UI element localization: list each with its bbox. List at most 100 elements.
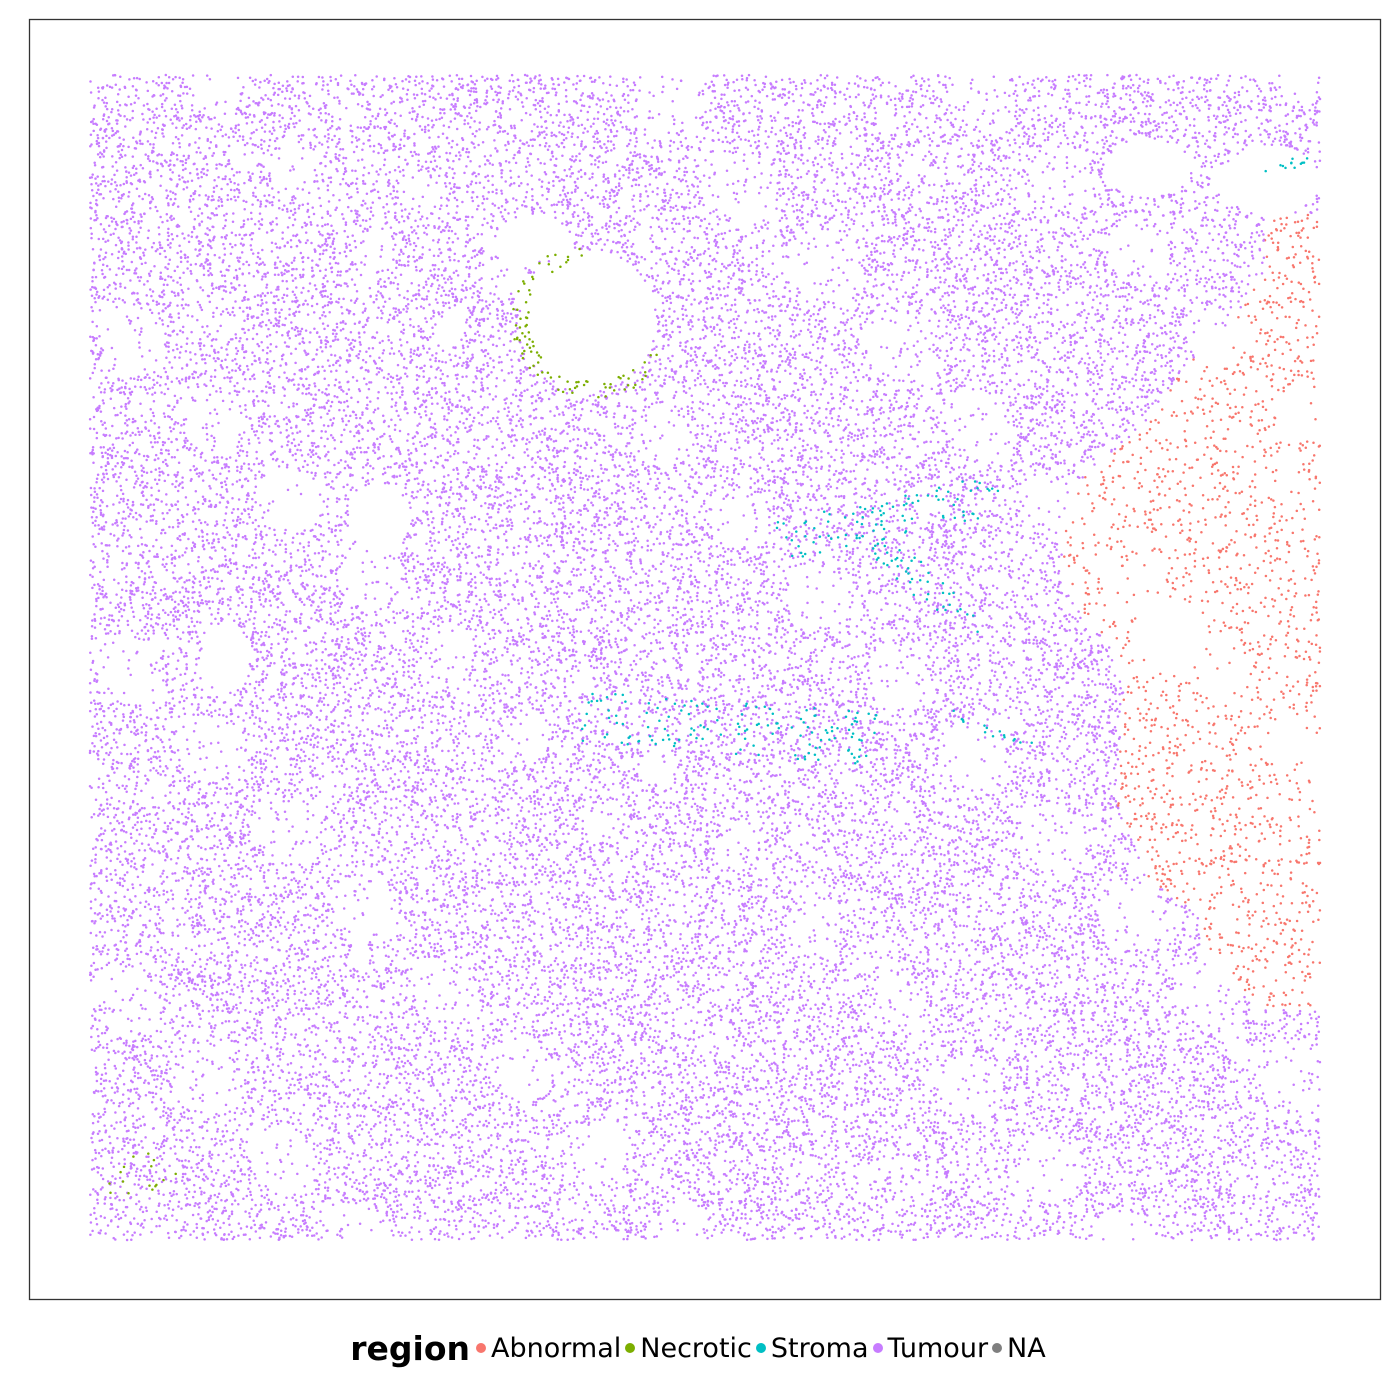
point-tumour [1051, 80, 1054, 83]
point-tumour [715, 955, 718, 958]
point-tumour [566, 432, 569, 435]
point-tumour [843, 1215, 846, 1218]
point-tumour [1085, 803, 1088, 806]
point-tumour [478, 555, 481, 558]
point-tumour [732, 1115, 735, 1118]
point-tumour [611, 881, 614, 884]
point-tumour [396, 375, 399, 378]
point-tumour [522, 634, 525, 637]
point-tumour [909, 325, 912, 328]
point-tumour [486, 830, 489, 833]
point-tumour [682, 1112, 685, 1115]
point-tumour [1307, 1214, 1310, 1217]
point-tumour [531, 672, 534, 675]
point-tumour [1034, 207, 1037, 210]
point-tumour [711, 416, 714, 419]
point-tumour [1204, 1217, 1207, 1220]
point-tumour [853, 439, 856, 442]
point-tumour [262, 782, 265, 785]
point-tumour [1104, 965, 1107, 968]
point-tumour [701, 794, 704, 797]
point-tumour [689, 821, 692, 824]
point-tumour [762, 995, 765, 998]
point-tumour [1201, 219, 1204, 222]
point-tumour [896, 714, 899, 717]
point-tumour [995, 558, 998, 561]
point-tumour [263, 846, 266, 849]
point-tumour [882, 262, 885, 265]
point-tumour [1134, 428, 1137, 431]
point-tumour [780, 398, 783, 401]
point-tumour [344, 783, 347, 786]
point-tumour [816, 298, 819, 301]
point-tumour [1061, 242, 1064, 245]
point-tumour [1198, 319, 1201, 322]
point-tumour [193, 1184, 196, 1187]
point-tumour [1266, 1235, 1269, 1238]
point-tumour [312, 814, 315, 817]
point-tumour [399, 903, 402, 906]
point-tumour [1233, 1232, 1236, 1235]
point-tumour [445, 1131, 448, 1134]
point-tumour [148, 1197, 151, 1200]
point-tumour [101, 967, 104, 970]
point-tumour [572, 497, 575, 500]
point-tumour [894, 614, 897, 617]
point-tumour [673, 569, 676, 572]
point-tumour [281, 104, 284, 107]
point-tumour [737, 989, 740, 992]
point-tumour [237, 935, 240, 938]
point-tumour [289, 1139, 292, 1142]
point-tumour [449, 615, 452, 618]
point-tumour [1026, 1068, 1029, 1071]
point-tumour [315, 795, 318, 798]
point-tumour [804, 81, 807, 84]
point-tumour [971, 78, 974, 81]
point-abnormal [1236, 612, 1239, 615]
point-tumour [953, 379, 956, 382]
point-tumour [256, 979, 259, 982]
point-tumour [1024, 1045, 1027, 1048]
point-abnormal [1292, 532, 1295, 535]
point-tumour [1107, 788, 1110, 791]
point-abnormal [1152, 677, 1155, 680]
point-tumour [1085, 852, 1088, 855]
point-tumour [1241, 1163, 1244, 1166]
point-tumour [226, 792, 229, 795]
point-tumour [446, 1187, 449, 1190]
point-tumour [870, 636, 873, 639]
point-tumour [548, 1130, 551, 1133]
point-tumour [1096, 663, 1099, 666]
point-tumour [758, 311, 761, 314]
point-tumour [590, 595, 593, 598]
point-tumour [987, 1178, 990, 1181]
point-tumour [880, 773, 883, 776]
point-tumour [776, 897, 779, 900]
point-tumour [258, 86, 261, 89]
point-abnormal [1306, 336, 1309, 339]
point-tumour [184, 1173, 187, 1176]
point-tumour [1141, 94, 1144, 97]
point-tumour [450, 187, 453, 190]
point-tumour [670, 564, 673, 567]
point-tumour [280, 602, 283, 605]
point-tumour [141, 591, 144, 594]
point-tumour [323, 697, 326, 700]
point-tumour [1001, 601, 1004, 604]
point-abnormal [1063, 555, 1066, 558]
point-tumour [1312, 1155, 1315, 1158]
point-tumour [367, 697, 370, 700]
point-tumour [1110, 348, 1113, 351]
point-tumour [934, 551, 937, 554]
point-tumour [777, 741, 780, 744]
point-tumour [350, 1048, 353, 1051]
point-tumour [657, 478, 660, 481]
point-tumour [309, 914, 312, 917]
point-tumour [759, 440, 762, 443]
point-tumour [883, 1139, 886, 1142]
point-tumour [117, 949, 120, 952]
point-tumour [258, 556, 261, 559]
point-tumour [411, 231, 414, 234]
point-tumour [1192, 1190, 1195, 1193]
point-tumour [1156, 1060, 1159, 1063]
